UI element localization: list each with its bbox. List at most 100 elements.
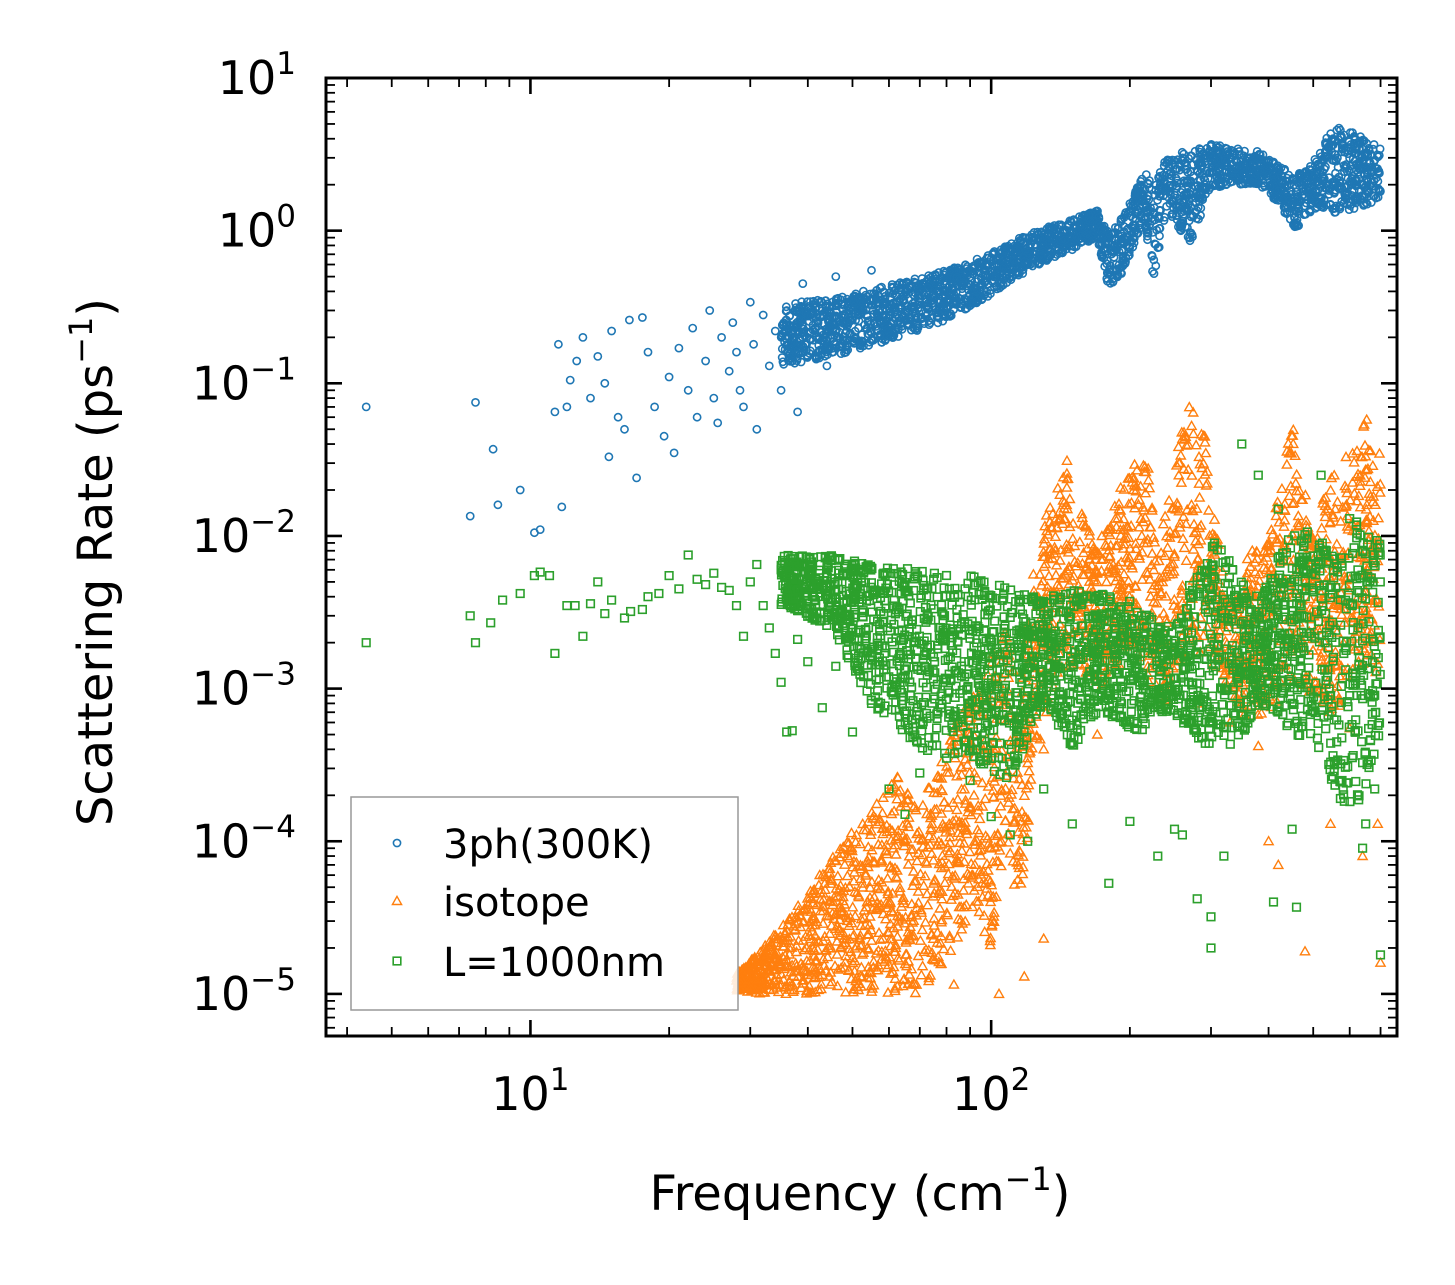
circle-marker bbox=[550, 407, 560, 417]
circle-marker bbox=[1329, 188, 1339, 198]
circle-marker bbox=[735, 385, 745, 395]
triangle-marker bbox=[1192, 552, 1204, 563]
circle-marker bbox=[1258, 150, 1268, 160]
triangle-marker bbox=[1180, 554, 1193, 565]
triangle-marker bbox=[1004, 847, 1017, 858]
circle-marker bbox=[361, 402, 371, 412]
circle-marker bbox=[1153, 195, 1162, 205]
circle-marker bbox=[1155, 171, 1165, 181]
triangle-marker bbox=[1241, 553, 1254, 564]
circle-marker bbox=[1207, 140, 1216, 150]
circle-marker bbox=[488, 444, 498, 454]
circle-marker bbox=[850, 292, 860, 302]
triangle-marker bbox=[1374, 486, 1386, 497]
triangle-marker bbox=[1187, 427, 1200, 439]
circle-marker bbox=[849, 294, 858, 304]
circle-marker bbox=[831, 272, 841, 281]
triangle-marker bbox=[1290, 468, 1303, 479]
circle-marker bbox=[572, 356, 582, 366]
circle-marker bbox=[1065, 216, 1075, 226]
triangle-marker bbox=[1330, 538, 1343, 549]
triangle-marker bbox=[1147, 564, 1160, 575]
circle-marker bbox=[1123, 223, 1133, 233]
triangle-marker bbox=[1187, 543, 1200, 554]
circle-marker bbox=[758, 310, 768, 320]
circle-marker bbox=[778, 357, 788, 367]
triangle-marker bbox=[934, 902, 946, 913]
circle-marker bbox=[752, 424, 762, 434]
triangle-marker bbox=[1373, 447, 1386, 458]
circle-marker bbox=[1121, 253, 1131, 263]
circle-marker bbox=[872, 310, 882, 320]
triangle-marker bbox=[1369, 498, 1382, 509]
circle-marker bbox=[659, 431, 669, 441]
triangle-marker bbox=[1159, 510, 1171, 521]
circle-marker bbox=[674, 343, 684, 353]
triangle-marker bbox=[976, 776, 989, 788]
triangle-marker bbox=[1193, 491, 1206, 502]
circle-marker bbox=[1175, 165, 1184, 175]
circle-marker bbox=[709, 393, 719, 403]
triangle-marker bbox=[1157, 518, 1170, 529]
circle-marker bbox=[620, 424, 629, 434]
triangle-marker bbox=[843, 919, 855, 930]
circle-marker bbox=[938, 316, 948, 326]
triangle-marker bbox=[1183, 401, 1196, 412]
circle-marker bbox=[1371, 185, 1381, 195]
triangle-marker bbox=[1146, 547, 1159, 558]
circle-marker bbox=[1177, 147, 1187, 157]
data-layer bbox=[361, 123, 1387, 999]
triangle-marker bbox=[902, 858, 915, 869]
circle-marker bbox=[1141, 205, 1151, 215]
circle-marker bbox=[793, 407, 802, 417]
circle-marker bbox=[717, 332, 726, 342]
circle-marker bbox=[650, 402, 659, 412]
circle-marker bbox=[562, 402, 572, 412]
circle-marker bbox=[791, 303, 801, 312]
circle-marker bbox=[1362, 138, 1372, 148]
circle-marker bbox=[1373, 192, 1383, 202]
triangle-marker bbox=[951, 793, 964, 804]
triangle-marker bbox=[1066, 532, 1079, 543]
triangle-marker bbox=[846, 901, 859, 912]
triangle-marker bbox=[1100, 575, 1113, 587]
circle-marker bbox=[465, 511, 475, 521]
series-3ph-300k- bbox=[361, 123, 1385, 538]
circle-marker bbox=[831, 294, 841, 304]
triangle-marker bbox=[1185, 419, 1198, 431]
circle-marker bbox=[749, 339, 758, 349]
triangle-marker bbox=[903, 968, 916, 979]
circle-marker bbox=[1125, 243, 1134, 253]
triangle-marker bbox=[912, 885, 925, 896]
triangle-marker bbox=[1061, 454, 1073, 465]
circle-marker bbox=[535, 525, 545, 534]
circle-marker bbox=[554, 339, 563, 349]
circle-marker bbox=[764, 361, 774, 371]
circle-marker bbox=[1322, 133, 1332, 143]
circle-marker bbox=[1344, 137, 1354, 147]
circle-marker bbox=[1180, 164, 1190, 174]
circle-marker bbox=[701, 356, 710, 366]
circle-marker bbox=[1352, 191, 1361, 201]
circle-marker bbox=[705, 306, 715, 315]
circle-marker bbox=[515, 485, 525, 495]
circle-marker bbox=[1112, 245, 1121, 255]
circle-marker bbox=[1149, 269, 1159, 278]
triangle-marker bbox=[968, 789, 980, 800]
circle-marker bbox=[557, 502, 567, 512]
circle-marker bbox=[1187, 230, 1197, 240]
circle-marker bbox=[632, 473, 641, 483]
triangle-marker bbox=[1281, 458, 1293, 469]
circle-marker bbox=[925, 293, 935, 303]
circle-marker bbox=[1324, 189, 1334, 199]
triangle-marker bbox=[890, 848, 902, 859]
triangle-marker bbox=[1142, 474, 1155, 485]
circle-marker bbox=[728, 318, 738, 327]
circle-marker bbox=[586, 393, 595, 403]
circle-marker bbox=[493, 500, 503, 510]
circle-marker bbox=[1334, 202, 1344, 212]
circle-marker bbox=[1155, 223, 1165, 233]
circle-marker bbox=[798, 279, 808, 288]
circle-marker bbox=[607, 326, 616, 336]
